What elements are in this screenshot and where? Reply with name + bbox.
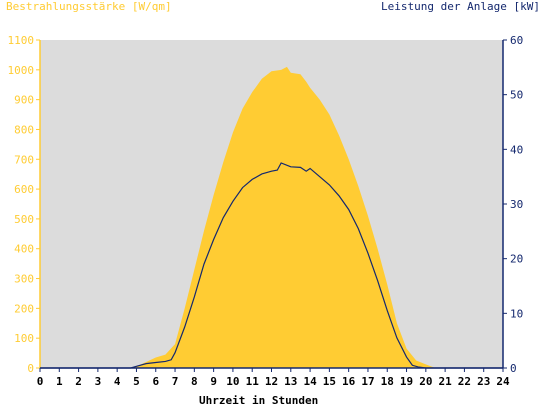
- x-tick-label: 4: [114, 375, 121, 388]
- right-tick-label: 10: [510, 307, 523, 320]
- left-tick-label: 800: [14, 123, 34, 136]
- right-tick-label: 50: [510, 89, 523, 102]
- x-tick-label: 11: [246, 375, 260, 388]
- right-tick-label: 30: [510, 198, 523, 211]
- x-tick-label: 16: [342, 375, 356, 388]
- x-tick-label: 24: [496, 375, 510, 388]
- x-tick-label: 1: [56, 375, 63, 388]
- series-power-line: [40, 162, 503, 369]
- x-tick-label: 0: [37, 375, 44, 388]
- x-tick-label: 12: [265, 375, 278, 388]
- x-tick-label: 8: [191, 375, 198, 388]
- x-tick-label: 14: [303, 375, 317, 388]
- left-axis-title: Bestrahlungsstärke [W/qm]: [6, 0, 172, 13]
- left-tick-label: 500: [14, 213, 34, 226]
- x-tick-label: 17: [361, 375, 374, 388]
- left-tick-label: 400: [14, 243, 34, 256]
- x-tick-label: 15: [323, 375, 336, 388]
- left-tick-label: 200: [14, 302, 34, 315]
- left-tick-label: 700: [14, 153, 34, 166]
- right-tick-label: 60: [510, 34, 523, 47]
- x-tick-label: 23: [477, 375, 490, 388]
- x-tick-label: 6: [152, 375, 159, 388]
- x-tick-label: 19: [400, 375, 413, 388]
- x-tick-label: 10: [226, 375, 239, 388]
- left-tick-label: 600: [14, 183, 34, 196]
- right-tick-label: 40: [510, 143, 523, 156]
- x-tick-label: 13: [284, 375, 297, 388]
- x-tick-label: 9: [210, 375, 217, 388]
- x-tick-label: 18: [381, 375, 394, 388]
- series-irradiance-area: [40, 66, 503, 368]
- left-tick-label: 300: [14, 273, 34, 286]
- x-tick-label: 21: [439, 375, 453, 388]
- right-tick-label: 20: [510, 253, 523, 266]
- x-tick-label: 3: [95, 375, 102, 388]
- left-tick-label: 900: [14, 94, 34, 107]
- left-tick-label: 0: [27, 362, 34, 375]
- right-axis-title: Leistung der Anlage [kW]: [381, 0, 540, 13]
- left-tick-label: 1000: [8, 64, 35, 77]
- x-axis-title: Uhrzeit in Stunden: [199, 394, 319, 407]
- right-tick-label: 0: [510, 362, 517, 375]
- x-tick-label: 22: [458, 375, 471, 388]
- x-tick-label: 5: [133, 375, 140, 388]
- x-tick-label: 7: [172, 375, 179, 388]
- left-tick-label: 1100: [8, 34, 35, 47]
- left-tick-label: 100: [14, 332, 34, 345]
- x-tick-label: 20: [419, 375, 432, 388]
- x-tick-label: 2: [75, 375, 82, 388]
